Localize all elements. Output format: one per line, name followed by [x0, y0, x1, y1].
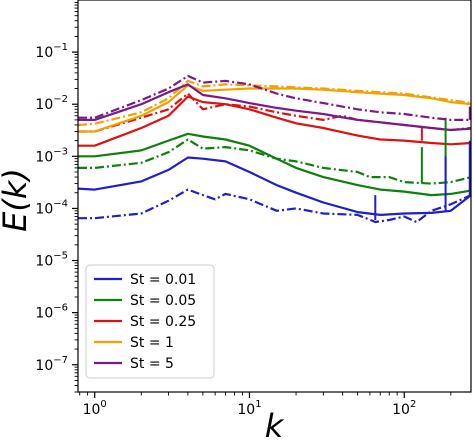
series-line-3: [78, 138, 472, 185]
y-tick-label-0: 10−7: [35, 355, 68, 374]
y-axis-label: E(k): [0, 168, 34, 232]
y-tick-label-5: 10−2: [35, 94, 68, 113]
series-layer: [77, 74, 472, 224]
legend-label-0: St = 0.01: [130, 272, 196, 288]
x-tick-label-1: 101: [237, 399, 261, 418]
series-line-5: [78, 92, 472, 133]
y-tick-label-2: 10−5: [35, 251, 68, 270]
legend-label-3: St = 1: [130, 335, 174, 351]
x-tick-label-0: 100: [83, 399, 107, 418]
plot-frame: [77, 0, 472, 393]
y-tick-label-4: 10−3: [35, 146, 68, 165]
legend-label-2: St = 0.25: [130, 314, 196, 330]
legend-box: [85, 264, 215, 379]
legend-label-4: St = 5: [130, 356, 174, 372]
x-axis-label: k: [265, 407, 285, 443]
series-line-1: [78, 188, 472, 224]
y-tick-label-1: 10−6: [35, 303, 68, 322]
series-line-8: [78, 83, 472, 132]
series-line-6: [78, 84, 472, 133]
y-tick-label-6: 10−1: [35, 42, 68, 61]
y-tick-label-3: 10−4: [35, 198, 68, 217]
x-tick-label-2: 102: [392, 399, 416, 418]
series-line-9: [78, 74, 471, 121]
legend-label-1: St = 0.05: [130, 293, 196, 309]
series-line-2: [78, 132, 472, 197]
series-line-0: [77, 156, 472, 216]
series-line-4: [78, 95, 472, 147]
series-line-7: [77, 79, 472, 127]
legend: St = 0.01 St = 0.05 St = 0.25 St = 1 St = 5: [85, 264, 215, 379]
